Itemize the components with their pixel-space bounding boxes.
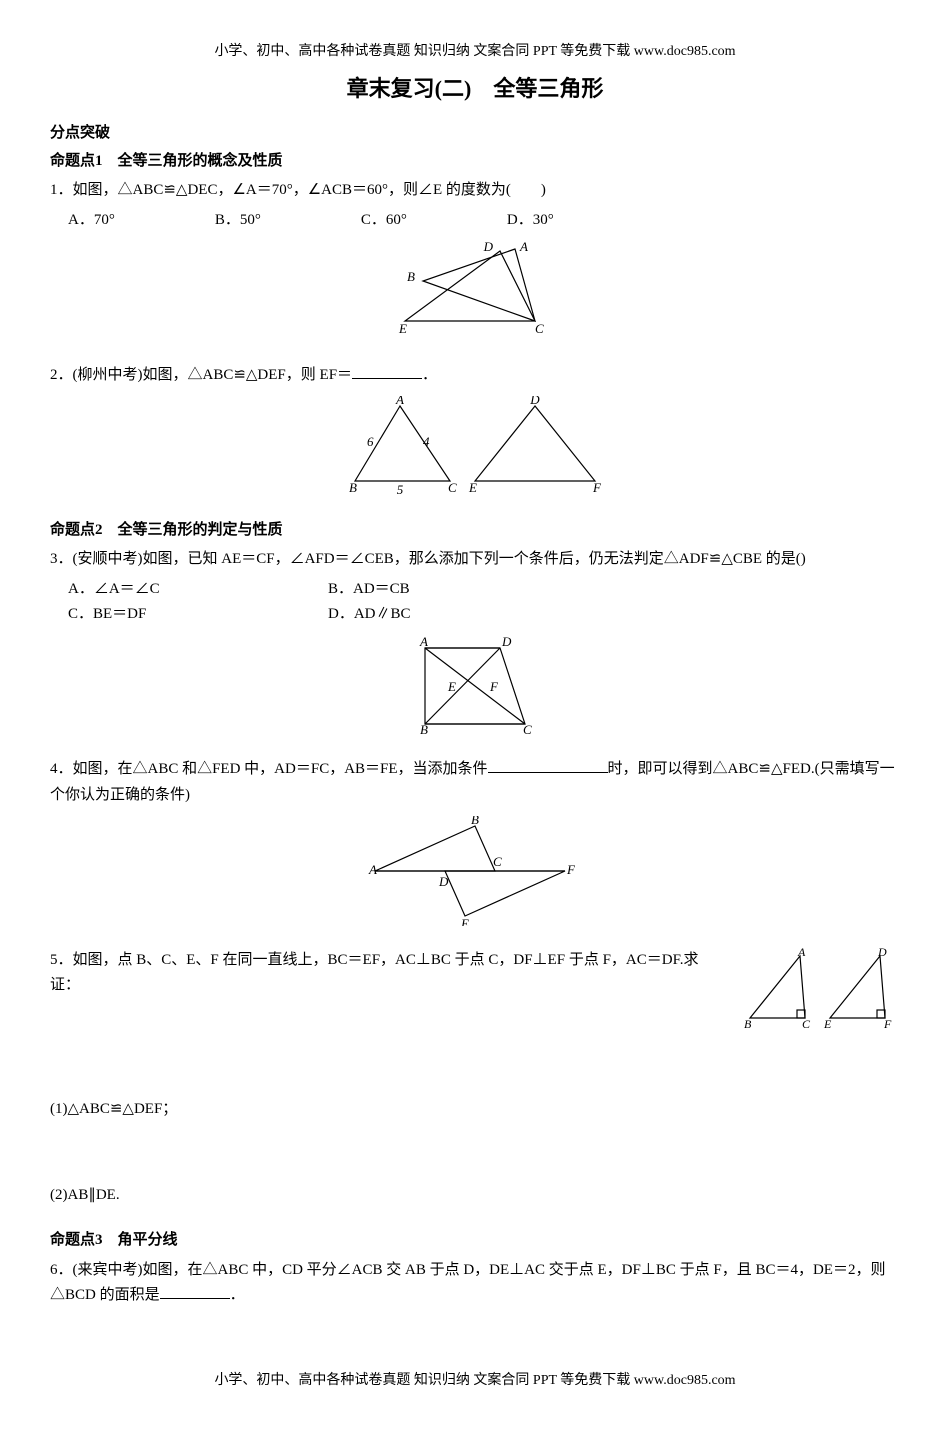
topic-3-heading: 命题点3 角平分线 (50, 1228, 900, 1254)
q1-option-c: C．60° (361, 208, 407, 234)
svg-text:A: A (395, 396, 404, 407)
svg-text:F: F (592, 480, 602, 495)
q3-option-c: C．BE＝DF (68, 602, 328, 628)
q6-blank (160, 1284, 230, 1299)
q4-blank (488, 758, 608, 773)
svg-text:F: F (566, 862, 576, 877)
svg-text:E: E (823, 1017, 832, 1028)
svg-text:C: C (535, 321, 544, 336)
q5-text: 5．如图，点 B、C、E、F 在同一直线上，BC＝EF，AC⊥BC 于点 C，D… (50, 952, 698, 994)
svg-text:E: E (468, 480, 477, 495)
header-link: 小学、初中、高中各种试卷真题 知识归纳 文案合同 PPT 等免费下载 www.d… (50, 40, 900, 64)
q4-text-pre: 4．如图，在△ABC 和△FED 中，AD＝FC，AB＝FE，当添加条件 (50, 761, 488, 777)
page-title: 章末复习(二) 全等三角形 (50, 70, 900, 107)
svg-text:C: C (523, 722, 532, 736)
svg-text:D: D (877, 948, 887, 959)
q6-text-post: ． (230, 1287, 245, 1303)
q1-option-b: B．50° (215, 208, 261, 234)
q5-figure: A B C D E F (740, 948, 900, 1038)
question-6: 6．(来宾中考)如图，在△ABC 中，CD 平分∠ACB 交 AB 于点 D，D… (50, 1258, 900, 1309)
q3-option-b: B．AD＝CB (328, 577, 588, 603)
q5-sub1: (1)△ABC≌△DEF； (50, 1097, 900, 1123)
svg-text:4: 4 (423, 434, 430, 449)
footer-link: 小学、初中、高中各种试卷真题 知识归纳 文案合同 PPT 等免费下载 www.d… (50, 1369, 900, 1393)
topic-2-heading: 命题点2 全等三角形的判定与性质 (50, 518, 900, 544)
svg-text:C: C (448, 480, 457, 495)
section-heading: 分点突破 (50, 121, 900, 147)
q5-sub2: (2)AB∥DE. (50, 1183, 900, 1209)
svg-text:E: E (460, 916, 469, 926)
svg-text:B: B (744, 1017, 752, 1028)
question-2: 2．(柳州中考)如图，△ABC≌△DEF，则 EF＝ ． (50, 363, 900, 389)
svg-text:E: E (398, 321, 407, 336)
svg-text:E: E (447, 679, 456, 694)
svg-text:A: A (368, 862, 377, 877)
svg-text:5: 5 (397, 482, 404, 496)
svg-text:C: C (802, 1017, 811, 1028)
q2-text-pre: 2．(柳州中考)如图，△ABC≌△DEF，则 EF＝ (50, 367, 352, 383)
question-1: 1．如图，△ABC≌△DEC，∠A＝70°，∠ACB＝60°，则∠E 的度数为(… (50, 178, 900, 204)
question-4: 4．如图，在△ABC 和△FED 中，AD＝FC，AB＝FE，当添加条件时，即可… (50, 757, 900, 808)
q2-text-post: ． (422, 367, 437, 383)
q1-figure: D A B E C (50, 241, 900, 351)
topic-1-heading: 命题点1 全等三角形的概念及性质 (50, 149, 900, 175)
svg-text:D: D (501, 636, 512, 649)
svg-text:B: B (349, 480, 357, 495)
q1-options: A．70° B．50° C．60° D．30° (68, 208, 900, 234)
svg-text:A: A (519, 241, 528, 254)
q2-figure: A B C D E F 6 4 5 (50, 396, 900, 506)
svg-text:C: C (493, 854, 502, 869)
svg-text:D: D (483, 241, 494, 254)
svg-text:F: F (883, 1017, 892, 1028)
svg-text:B: B (471, 816, 479, 827)
svg-text:A: A (419, 636, 428, 649)
svg-text:D: D (438, 874, 449, 889)
svg-text:F: F (489, 679, 499, 694)
q3-figure: A D E F B C (50, 636, 900, 746)
q3-option-a: A．∠A＝∠C (68, 577, 328, 603)
q4-figure: A B C D E F (50, 816, 900, 936)
svg-text:D: D (529, 396, 540, 407)
question-3: 3．(安顺中考)如图，已知 AE＝CF，∠AFD＝∠CEB，那么添加下列一个条件… (50, 547, 900, 573)
q2-blank (352, 364, 422, 379)
q3-options: A．∠A＝∠C B．AD＝CB C．BE＝DF D．AD∥BC (68, 577, 900, 628)
svg-text:B: B (420, 722, 428, 736)
q1-option-d: D．30° (507, 208, 554, 234)
svg-text:B: B (407, 269, 415, 284)
question-5: A B C D E F 5．如图，点 B、C、E、F 在同一直线上，BC＝EF，… (50, 948, 900, 1038)
q3-option-d: D．AD∥BC (328, 602, 588, 628)
svg-text:A: A (797, 948, 806, 959)
svg-text:6: 6 (367, 434, 374, 449)
q1-option-a: A．70° (68, 208, 115, 234)
